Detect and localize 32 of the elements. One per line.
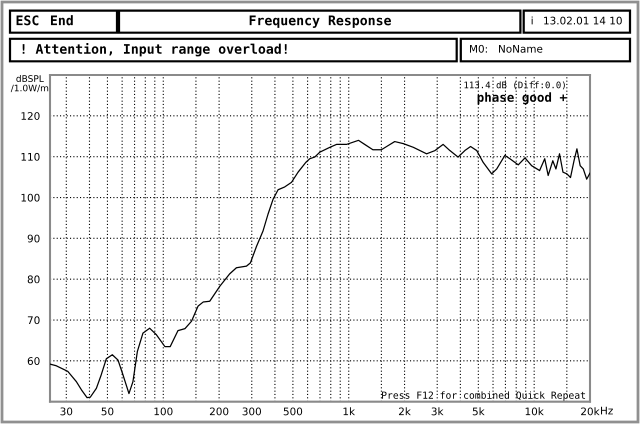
- x-tick-label: 5k: [472, 407, 485, 416]
- x-tick-label: 300: [242, 407, 262, 416]
- x-tick-label: 500: [284, 407, 302, 416]
- text: NoName: [499, 44, 542, 53]
- annotation: 113.4 dB (Diff:0.0): [464, 81, 565, 90]
- y-tick-label: 70: [28, 316, 40, 324]
- x-tick-label: 200: [210, 407, 228, 416]
- y-tick-label: 100: [22, 194, 40, 202]
- text: i: [532, 16, 533, 24]
- text: M0:: [470, 44, 487, 53]
- y-tick-label: 80: [28, 275, 40, 284]
- x-tick-label: 50: [102, 407, 114, 416]
- y-tick-label: 110: [22, 152, 40, 161]
- chart-title: Frequency Response: [250, 16, 391, 28]
- x-tick-label: 30: [60, 407, 72, 416]
- text: ESC: [16, 15, 38, 26]
- x-tick-label: 3k: [432, 407, 444, 416]
- y-tick-label: 90: [28, 234, 40, 242]
- x-tick-label: 20k: [581, 407, 600, 416]
- text: End: [50, 15, 73, 26]
- x-tick-label: 10k: [526, 407, 544, 416]
- x-tick-label: 100: [154, 407, 173, 416]
- annotation: Press F12 for combined Quick Repeat: [382, 391, 586, 401]
- x-tick-label: 1k: [344, 407, 356, 416]
- text: ! Attention, Input range overload!: [22, 42, 287, 56]
- text: 13.02.01 14 10: [544, 16, 622, 25]
- y-axis-title: dBSPL /1.0W/m: [10, 75, 48, 92]
- y-tick-label: 120: [22, 112, 40, 120]
- x-tick-label: 2k: [398, 407, 411, 416]
- x-axis-title: Hz: [601, 406, 613, 414]
- y-tick-label: 60: [28, 357, 40, 365]
- annotation: phase good +: [478, 92, 567, 104]
